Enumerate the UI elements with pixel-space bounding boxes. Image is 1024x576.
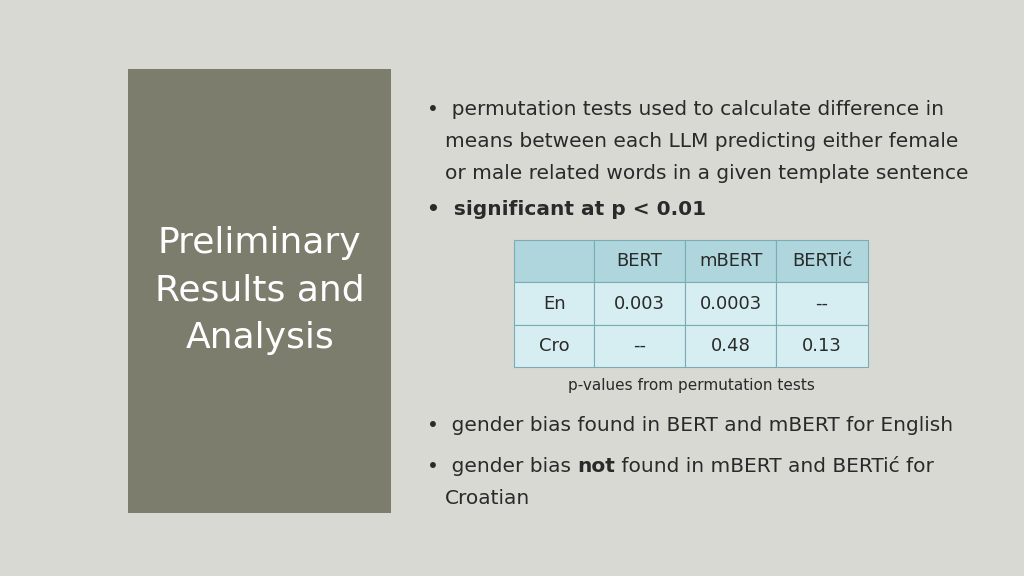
Text: Preliminary
Results and
Analysis: Preliminary Results and Analysis: [155, 226, 365, 355]
Text: BERT: BERT: [616, 252, 663, 270]
Text: p-values from permutation tests: p-values from permutation tests: [567, 378, 814, 393]
Bar: [685, 240, 776, 282]
Text: BERTić: BERTić: [792, 252, 852, 270]
Text: 0.003: 0.003: [614, 294, 665, 313]
Bar: [594, 325, 685, 367]
Text: 0.0003: 0.0003: [699, 294, 762, 313]
Bar: [685, 325, 776, 367]
Text: mBERT: mBERT: [699, 252, 763, 270]
Text: Croatian: Croatian: [444, 489, 529, 508]
Text: --: --: [633, 336, 646, 355]
Bar: [514, 240, 594, 282]
Bar: [514, 282, 594, 325]
Bar: [776, 282, 867, 325]
Text: --: --: [815, 294, 828, 313]
Text: 0.13: 0.13: [802, 336, 842, 355]
Text: means between each LLM predicting either female: means between each LLM predicting either…: [444, 132, 958, 151]
Text: found in mBERT and BERTić for: found in mBERT and BERTić for: [615, 457, 934, 476]
Text: •  gender bias: • gender bias: [427, 457, 578, 476]
Text: •  permutation tests used to calculate difference in: • permutation tests used to calculate di…: [427, 100, 944, 119]
Bar: [594, 282, 685, 325]
Text: Cro: Cro: [539, 336, 569, 355]
Bar: [128, 69, 391, 513]
Bar: [514, 325, 594, 367]
Text: 0.48: 0.48: [711, 336, 751, 355]
Text: or male related words in a given template sentence: or male related words in a given templat…: [444, 164, 968, 183]
Text: not: not: [578, 457, 615, 476]
Text: •  significant at p < 0.01: • significant at p < 0.01: [427, 200, 707, 219]
Bar: [776, 325, 867, 367]
Bar: [685, 282, 776, 325]
Text: •  gender bias found in BERT and mBERT for English: • gender bias found in BERT and mBERT fo…: [427, 415, 953, 434]
Text: En: En: [543, 294, 565, 313]
Bar: [776, 240, 867, 282]
Bar: [594, 240, 685, 282]
